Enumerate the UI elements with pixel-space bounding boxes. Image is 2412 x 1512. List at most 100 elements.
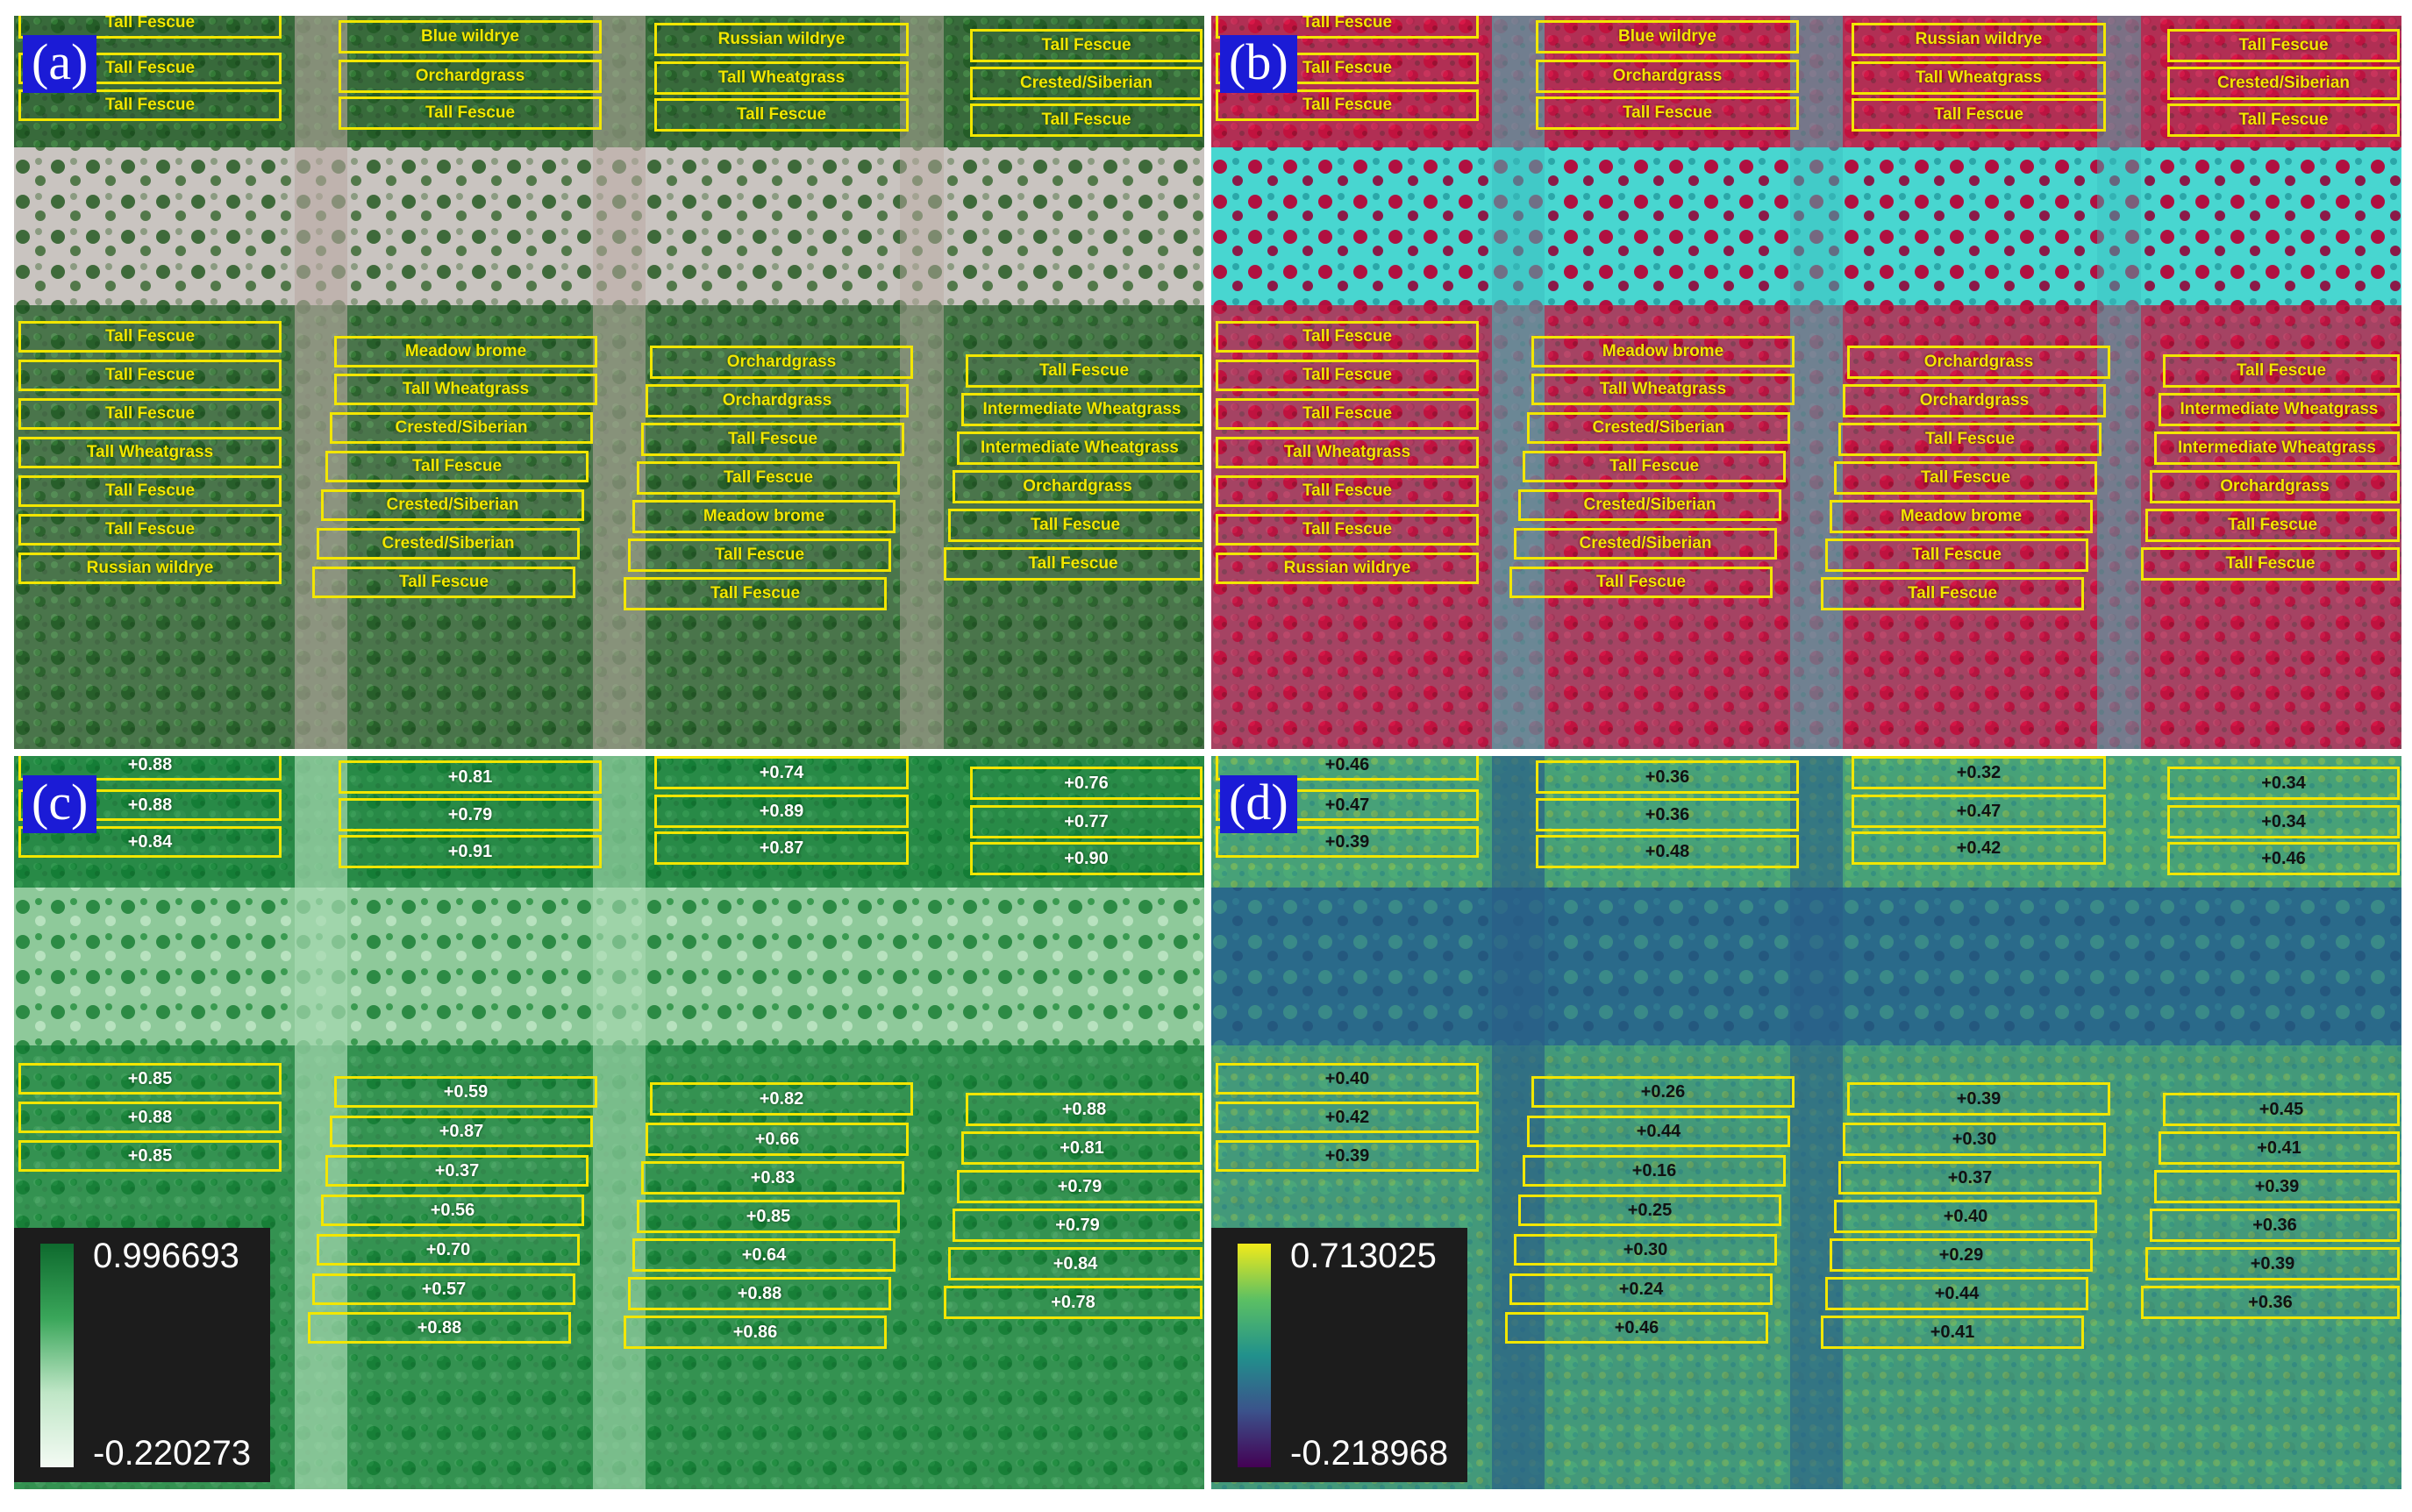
plot-species-label: Tall Fescue [1825, 538, 2088, 572]
ndvi-colorbar-legend: 0.996693 -0.220273 [14, 1228, 270, 1482]
plot-species-label: Tall Fescue [325, 451, 589, 482]
plot-species-label: Tall Fescue [628, 538, 891, 572]
plot-ndvi-value: +0.85 [18, 1140, 282, 1172]
plot-species-label: Tall Fescue [624, 577, 887, 610]
plot-species-label: Intermediate Wheatgrass [2159, 393, 2400, 426]
plot-ndvi-value: +0.59 [334, 1076, 597, 1108]
plot-index-value: +0.46 [1216, 756, 1479, 781]
plot-species-label: Tall Fescue [18, 514, 282, 546]
plot-species-label: Tall Wheatgrass [1852, 61, 2106, 95]
plot-ndvi-value: +0.66 [646, 1123, 909, 1156]
plot-species-label: Tall Fescue [1216, 53, 1479, 84]
plot-species-label: Orchardgrass [1847, 346, 2110, 379]
plot-index-value: +0.25 [1518, 1195, 1781, 1226]
index-background [1211, 756, 2401, 1489]
plot-ndvi-value: +0.77 [970, 805, 1202, 838]
plot-species-label: Tall Fescue [2167, 29, 2400, 62]
plot-index-value: +0.34 [2167, 767, 2400, 800]
plot-index-value: +0.24 [1509, 1273, 1773, 1305]
plot-species-label: Tall Fescue [1216, 398, 1479, 430]
plot-species-label: Meadow brome [632, 500, 896, 533]
plot-index-value: +0.30 [1514, 1234, 1777, 1266]
plot-ndvi-value: +0.81 [339, 760, 602, 794]
plot-species-label: Blue wildrye [1536, 20, 1799, 53]
index-colorbar-legend: 0.713025 -0.218968 [1211, 1228, 1467, 1482]
plot-index-value: +0.42 [1216, 1102, 1479, 1133]
panel-tag-a: (a) [23, 35, 97, 93]
plot-index-value: +0.37 [1838, 1161, 2102, 1195]
plot-index-value: +0.39 [1216, 826, 1479, 858]
plot-index-value: +0.48 [1536, 835, 1799, 868]
plot-ndvi-value: +0.37 [325, 1155, 589, 1187]
plot-ndvi-value: +0.56 [321, 1195, 584, 1226]
plot-species-label: Russian wildrye [654, 23, 909, 56]
plot-species-label: Tall Fescue [1216, 321, 1479, 353]
plot-ndvi-value: +0.81 [961, 1131, 1202, 1165]
plot-species-label: Orchardgrass [646, 384, 909, 417]
plot-index-value: +0.36 [1536, 760, 1799, 794]
plot-species-label: Tall Fescue [1838, 423, 2102, 456]
plot-species-label: Tall Fescue [944, 547, 1202, 581]
plot-ndvi-value: +0.88 [18, 1102, 282, 1133]
plot-species-label: Crested/Siberian [321, 489, 584, 521]
plot-ndvi-value: +0.88 [18, 756, 282, 781]
plot-species-label: Tall Fescue [970, 29, 1202, 62]
plot-species-label: Tall Fescue [18, 398, 282, 430]
plot-species-label: Tall Fescue [339, 96, 602, 130]
panel-d-index-map: +0.46 +0.47 +0.39 +0.36 +0.36 +0.48 +0.32 +0.47… [1211, 756, 2401, 1489]
plot-index-value: +0.39 [2154, 1170, 2400, 1203]
plot-species-label: Crested/Siberian [317, 528, 580, 560]
plot-index-value: +0.32 [1852, 756, 2106, 789]
plot-species-label: Tall Fescue [1852, 98, 2106, 132]
plot-species-label: Tall Fescue [641, 423, 904, 456]
plot-ndvi-value: +0.79 [953, 1209, 1202, 1242]
plot-species-label: Meadow brome [334, 336, 597, 367]
plot-index-value: +0.36 [1536, 798, 1799, 831]
plot-ndvi-value: +0.88 [308, 1312, 571, 1344]
plot-species-label: Tall Fescue [1216, 475, 1479, 507]
plot-species-label: Tall Fescue [18, 16, 282, 39]
plot-ndvi-value: +0.78 [944, 1286, 1202, 1319]
plot-species-label: Tall Fescue [1216, 89, 1479, 121]
plot-species-label: Tall Fescue [970, 103, 1202, 137]
plot-ndvi-value: +0.88 [628, 1277, 891, 1310]
plot-species-label: Tall Fescue [18, 321, 282, 353]
plot-index-value: +0.46 [2167, 842, 2400, 875]
plot-species-label: Tall Fescue [1216, 360, 1479, 391]
plot-index-value: +0.39 [1216, 1140, 1479, 1172]
plot-ndvi-value: +0.84 [948, 1247, 1202, 1280]
plot-ndvi-value: +0.57 [312, 1273, 575, 1305]
plot-species-label: Tall Wheatgrass [18, 437, 282, 468]
plot-species-label: Tall Fescue [2145, 509, 2400, 542]
plot-species-label: Tall Fescue [18, 53, 282, 84]
plot-species-label: Orchardgrass [339, 60, 602, 93]
panel-b-cir-image: Tall Fescue Tall Fescue Tall Fescue Blue wi… [1211, 16, 2401, 749]
plot-index-value: +0.36 [2150, 1209, 2400, 1242]
plot-index-value: +0.41 [2159, 1131, 2400, 1165]
plot-index-value: +0.46 [1505, 1312, 1768, 1344]
plot-index-value: +0.29 [1830, 1238, 2093, 1272]
plot-ndvi-value: +0.90 [970, 842, 1202, 875]
plot-ndvi-value: +0.70 [317, 1234, 580, 1266]
plot-index-value: +0.26 [1531, 1076, 1795, 1108]
panel-c-ndvi-map: +0.88 +0.88 +0.84 +0.81 +0.79 +0.91 +0.74 +0.89… [14, 756, 1204, 1489]
index-colorbar [1238, 1244, 1271, 1467]
plot-ndvi-value: +0.87 [654, 831, 909, 865]
plot-species-label: Crested/Siberian [1527, 412, 1790, 444]
plot-ndvi-value: +0.76 [970, 767, 1202, 800]
plot-species-label: Tall Wheatgrass [654, 61, 909, 95]
plot-ndvi-value: +0.79 [957, 1170, 1202, 1203]
plot-species-label: Crested/Siberian [1514, 528, 1777, 560]
plot-species-label: Crested/Siberian [1518, 489, 1781, 521]
plot-ndvi-value: +0.88 [18, 789, 282, 821]
plot-species-label: Tall Fescue [2141, 547, 2400, 581]
plot-index-value: +0.34 [2167, 805, 2400, 838]
plot-species-label: Orchardgrass [1536, 60, 1799, 93]
plot-ndvi-value: +0.64 [632, 1238, 896, 1272]
plot-species-label: Meadow brome [1830, 500, 2093, 533]
plot-ndvi-value: +0.74 [654, 756, 909, 789]
plot-ndvi-value: +0.83 [641, 1161, 904, 1195]
plot-species-label: Tall Wheatgrass [334, 374, 597, 405]
plot-species-label: Tall Fescue [312, 567, 575, 598]
plot-species-label: Tall Fescue [654, 98, 909, 132]
